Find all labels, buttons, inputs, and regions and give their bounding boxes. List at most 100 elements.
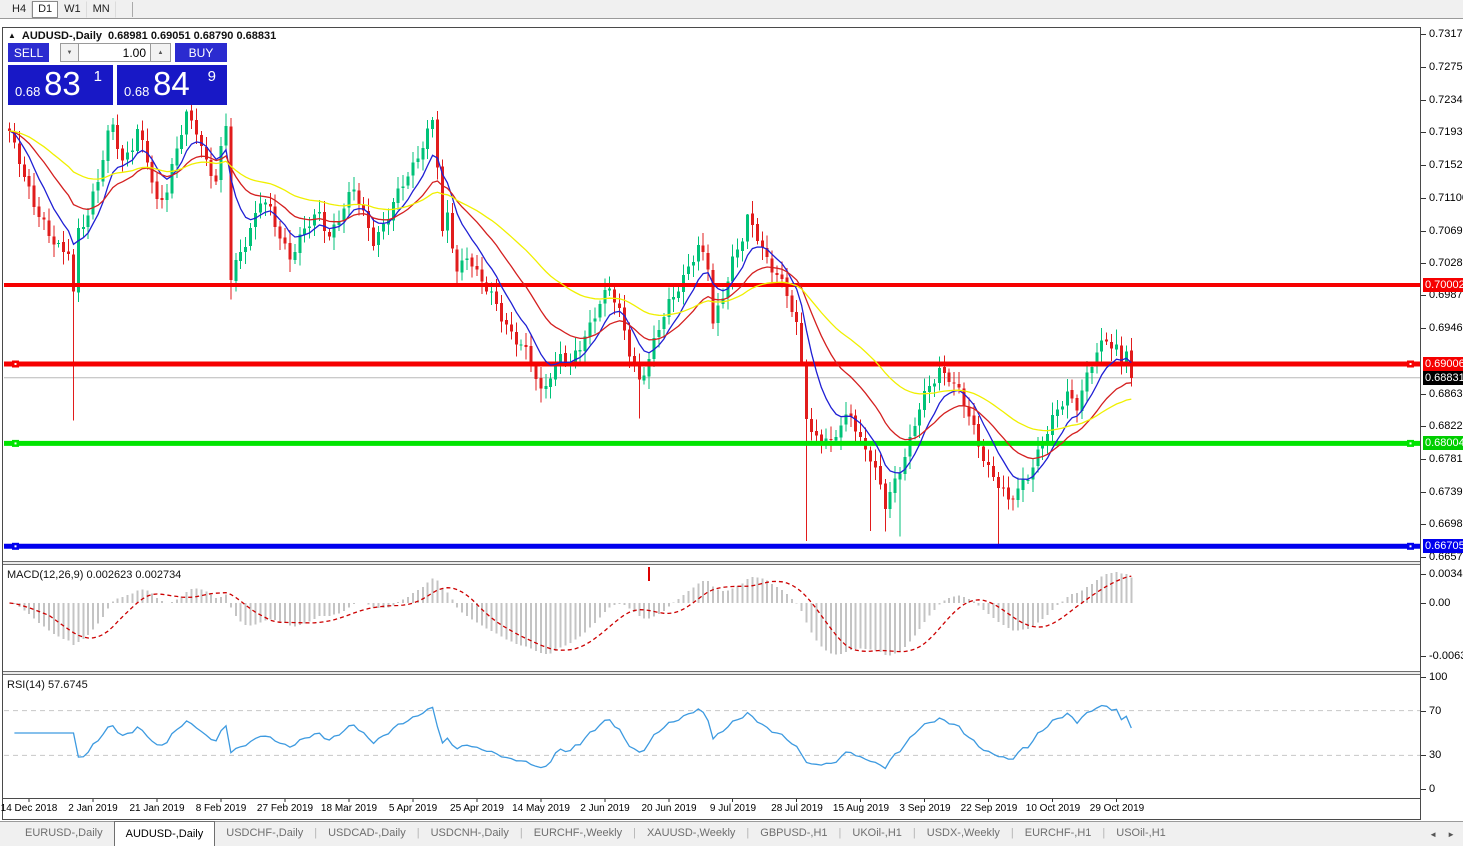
price-tag-0.68004: 0.68004 [1423,436,1463,450]
sell-price-prefix: 0.68 [15,84,41,99]
tab-separator: | [1102,827,1106,839]
scale-tick [1421,656,1426,657]
scale-tick [1421,711,1426,712]
scale-tick [1421,295,1426,296]
scale-tick [1421,459,1426,460]
symbol-tab-usoil-h1[interactable]: USOil-,H1 [1116,827,1166,839]
scale-tick [1421,677,1426,678]
time-axis-border [3,798,1420,799]
buy-price-box[interactable]: 0.68 84 9 [117,65,227,105]
scale-tick [1421,231,1426,232]
one-click-trade-panel: SELL ▼ 1.00 ▲ BUY 0.68 83 1 0.68 84 9 [8,43,227,105]
tab-separator: | [1010,827,1014,839]
scale-tick [1421,165,1426,166]
scale-tick [1421,603,1426,604]
tab-separator: | [314,827,318,839]
symbol-tab-gbpusd-h1[interactable]: GBPUSD-,H1 [760,827,828,839]
tab-separator: | [416,827,420,839]
scale-label: 70 [1429,705,1442,717]
scale-tick [1421,394,1426,395]
scale-label: 0.00349 [1429,568,1463,580]
scale-tick [1421,789,1426,790]
scale-label: 0.00 [1429,597,1451,609]
sell-price-box[interactable]: 0.68 83 1 [8,65,113,105]
symbol-tab-usdcad-daily[interactable]: USDCAD-,Daily [328,827,406,839]
timeframe-w1-button[interactable]: W1 [58,0,87,18]
symbol-tab-xauusd-weekly[interactable]: XAUUSD-,Weekly [646,827,736,839]
scale-tick [1421,574,1426,575]
chart-ohlc-values: 0.68981 0.69051 0.68790 0.68831 [108,30,277,42]
scale-tick [1421,524,1426,525]
price-macd-separator[interactable] [3,561,1420,565]
scale-tick [1421,100,1426,101]
macd-pane-label: MACD(12,26,9) 0.002623 0.002734 [7,569,182,581]
chart-title: ▲ AUDUSD-,Daily 0.68981 0.69051 0.68790 … [8,30,276,42]
scale-tick [1421,328,1426,329]
scale-label: 30 [1429,749,1442,761]
price-tag-0.69006: 0.69006 [1423,357,1463,371]
price-tag-0.68831: 0.68831 [1423,371,1463,385]
sell-price-pipette: 1 [93,68,102,85]
symbol-tab-usdchf-daily[interactable]: USDCHF-,Daily [226,827,304,839]
symbol-tab-eurchf-h1[interactable]: EURCHF-,H1 [1024,827,1092,839]
chart-symbol-label: AUDUSD-,Daily [21,30,102,42]
scale-tick [1421,263,1426,264]
scale-tick [1421,132,1426,133]
chart-window[interactable] [2,27,1421,820]
volume-input[interactable]: 1.00 [79,43,150,62]
buy-price-pipette: 9 [207,68,216,85]
timeframe-mn-button[interactable]: MN [87,0,116,18]
scale-tick [1421,755,1426,756]
scale-tick [1421,34,1426,35]
volume-increase-button[interactable]: ▲ [150,43,171,62]
scale-tick [1421,198,1426,199]
symbol-tab-bar: ◄ ► EURUSD-,Daily AUDUSD-,Daily USDCHF-,Da… [0,821,1463,846]
tab-separator: | [746,827,750,839]
timeframe-h4-button[interactable]: H4 [6,0,33,18]
rsi-pane-label: RSI(14) 57.6745 [7,679,88,691]
tab-separator: | [838,827,842,839]
scale-tick [1421,557,1426,558]
macd-rsi-separator[interactable] [3,671,1420,675]
price-tag-0.66705: 0.66705 [1423,539,1463,553]
scale-label: 100 [1429,671,1448,683]
scale-label: 0 [1429,783,1436,795]
buy-price-main: 84 [153,65,190,102]
sell-price-main: 83 [44,65,81,102]
tabs-scroll-right-icon[interactable]: ► [1447,830,1455,839]
tab-separator: | [633,827,636,839]
volume-decrease-button[interactable]: ▼ [60,43,79,62]
toolbar-separator [131,1,133,17]
symbol-tab-eurusd-daily[interactable]: EURUSD-,Daily [25,827,103,839]
symbol-tab-usdx-weekly[interactable]: USDX-,Weekly [926,827,1000,839]
tab-separator: | [519,827,523,839]
buy-button[interactable]: BUY [175,43,227,62]
symbol-tab-ukoil-h1[interactable]: UKOil-,H1 [852,827,902,839]
scale-tick [1421,67,1426,68]
symbol-tab-audusd-daily[interactable]: AUDUSD-,Daily [113,821,216,846]
timeframe-d1-button[interactable]: D1 [32,0,59,18]
sell-button[interactable]: SELL [8,43,49,62]
symbol-tab-eurchf-weekly[interactable]: EURCHF-,Weekly [533,827,623,839]
collapse-triangle-icon[interactable]: ▲ [8,31,16,40]
buy-price-prefix: 0.68 [124,84,150,99]
tabs-scroll-left-icon[interactable]: ◄ [1429,830,1438,839]
symbol-tab-usdcnh-daily[interactable]: USDCNH-,Daily [430,827,509,839]
scale-label: -0.00637 [1429,650,1463,662]
